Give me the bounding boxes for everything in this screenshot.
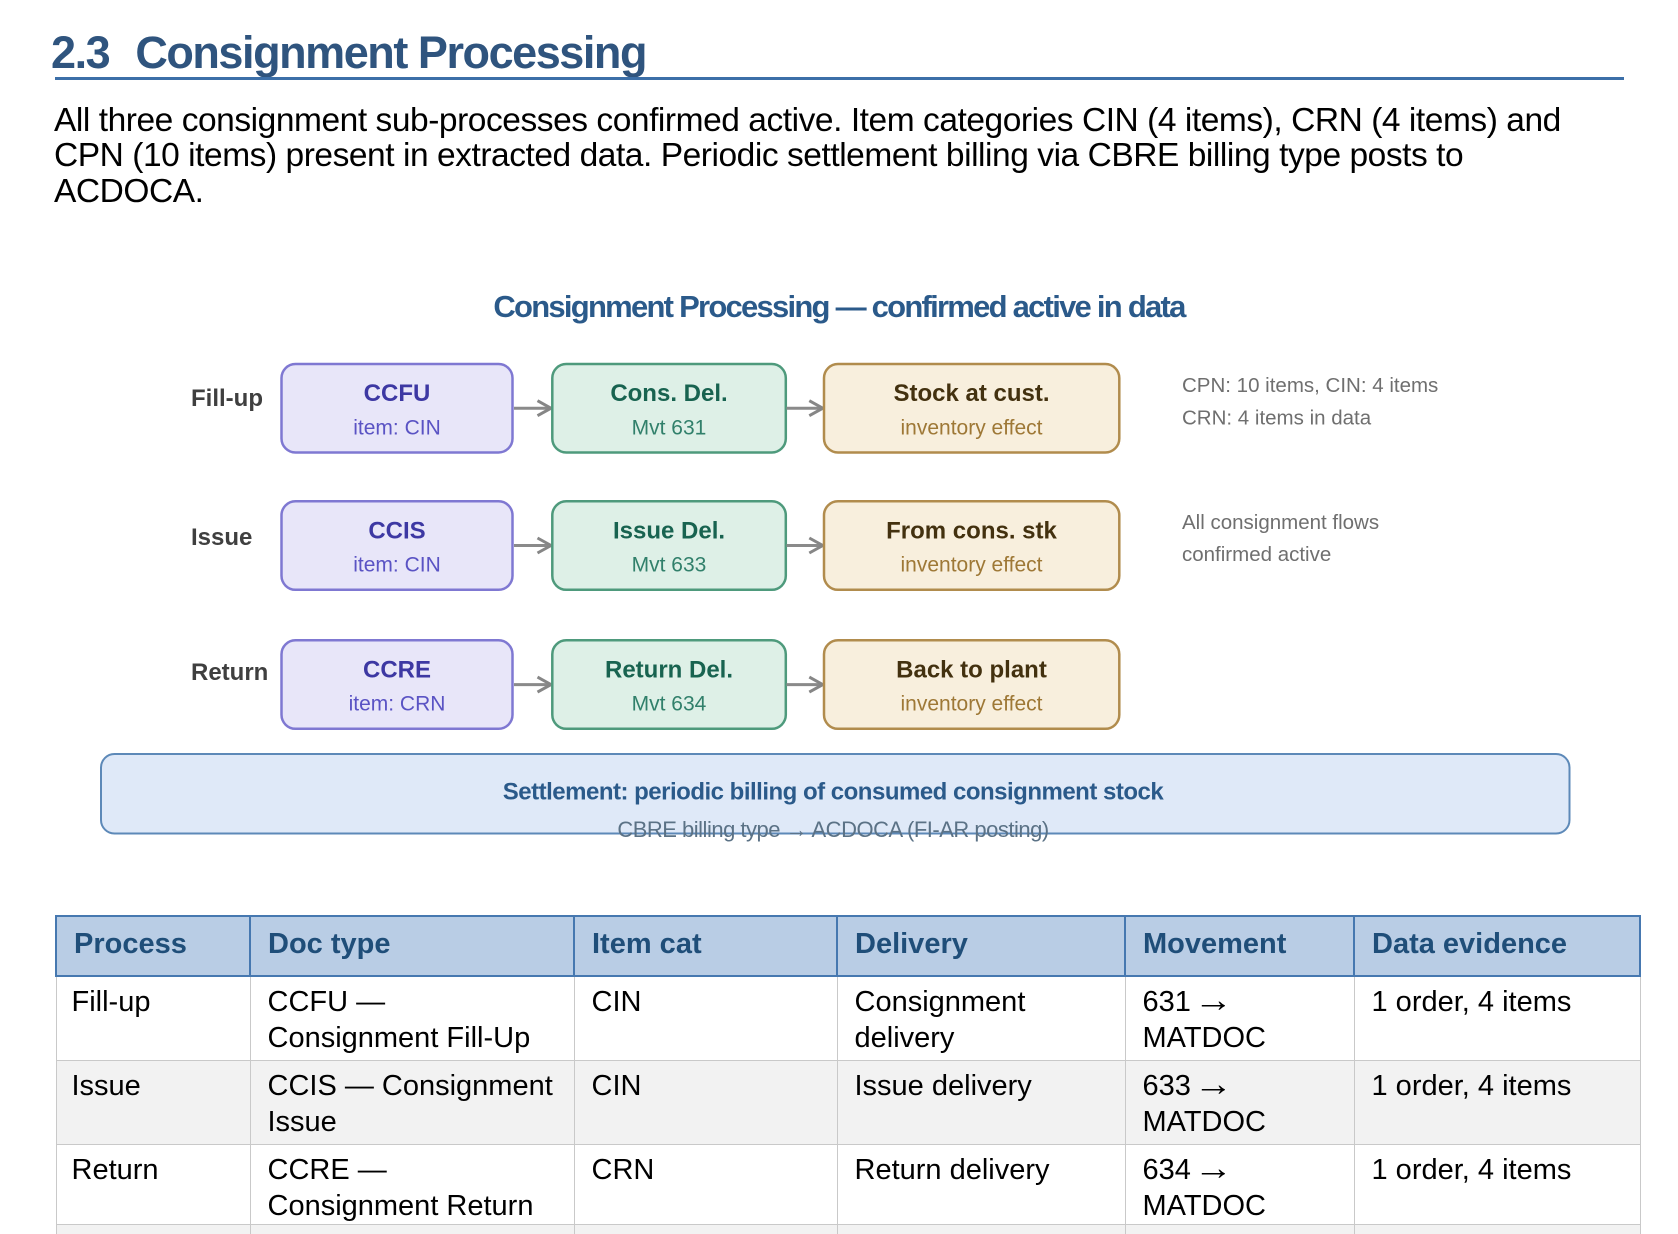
svg-text:item: CIN: item: CIN [353, 417, 441, 440]
svg-text:From cons. stk: From cons. stk [886, 518, 1057, 545]
svg-text:Return: Return [191, 659, 268, 686]
svg-text:inventory effect: inventory effect [900, 417, 1042, 440]
svg-text:Mvt 633: Mvt 633 [632, 554, 707, 577]
svg-text:Issue Del.: Issue Del. [613, 518, 725, 545]
svg-text:Consignment Processing — confi: Consignment Processing — confirmed activ… [493, 289, 1187, 324]
svg-text:CRN: 4 items in data: CRN: 4 items in data [1182, 406, 1372, 429]
svg-text:Return Del.: Return Del. [605, 657, 733, 684]
svg-text:Stock at cust.: Stock at cust. [893, 380, 1049, 407]
svg-text:CCRE: CCRE [363, 657, 431, 684]
svg-text:Cons. Del.: Cons. Del. [610, 380, 727, 407]
svg-text:item: CRN: item: CRN [349, 693, 446, 716]
svg-text:Mvt 634: Mvt 634 [632, 693, 707, 716]
svg-text:Back to plant: Back to plant [896, 657, 1047, 684]
svg-text:CBRE billing type → ACDOCA (FI: CBRE billing type → ACDOCA (FI-AR postin… [617, 817, 1048, 842]
svg-text:Fill-up: Fill-up [191, 385, 263, 412]
svg-text:CPN: 10 items, CIN: 4 items: CPN: 10 items, CIN: 4 items [1182, 374, 1438, 397]
svg-text:Mvt 631: Mvt 631 [632, 417, 707, 440]
svg-text:confirmed active: confirmed active [1182, 543, 1331, 566]
svg-text:CCIS: CCIS [368, 518, 425, 545]
svg-text:All consignment flows: All consignment flows [1182, 511, 1379, 534]
svg-text:Settlement: periodic billing o: Settlement: periodic billing of consumed… [503, 779, 1165, 806]
svg-text:CCFU: CCFU [364, 380, 431, 407]
svg-text:inventory effect: inventory effect [900, 693, 1042, 716]
svg-text:Issue: Issue [191, 524, 252, 551]
svg-text:item: CIN: item: CIN [353, 554, 441, 577]
svg-text:inventory effect: inventory effect [900, 554, 1042, 577]
